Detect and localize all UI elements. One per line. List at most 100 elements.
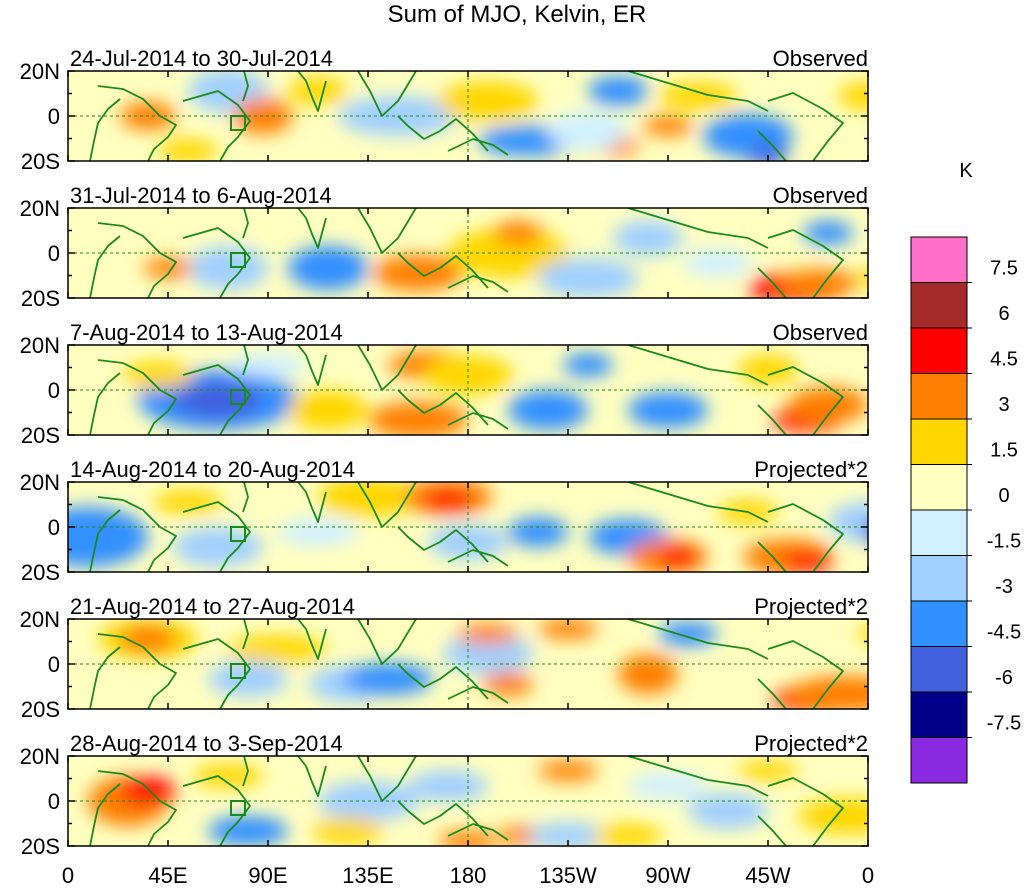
anomaly-contour	[528, 822, 608, 846]
anomaly-contour	[548, 111, 628, 151]
anomaly-contour	[788, 676, 868, 709]
coastline	[757, 815, 787, 846]
coastline	[447, 686, 509, 704]
lat-label: 0	[48, 652, 60, 677]
anomaly-contour	[278, 518, 358, 546]
colorbar-label: -6	[995, 667, 1013, 689]
coastline	[627, 482, 769, 523]
colorbar-swatch	[910, 282, 968, 329]
colorbar-label: 1.5	[990, 440, 1018, 462]
lat-label: 20S	[21, 697, 60, 722]
colorbar-label: -7.5	[987, 713, 1021, 735]
coastline	[297, 208, 327, 249]
anomaly-contour	[618, 654, 678, 694]
colorbar-swatch	[910, 236, 968, 283]
coastline	[97, 85, 177, 161]
anomaly-contour	[423, 490, 473, 510]
anomaly-contour	[173, 527, 263, 567]
lon-label: 45E	[148, 863, 187, 888]
coastline	[397, 252, 489, 289]
anomaly-contour	[438, 831, 498, 846]
lon-label: 90W	[645, 863, 690, 888]
panel-date-range: 14-Aug-2014 to 20-Aug-2014	[70, 457, 355, 482]
colorbar-swatch	[910, 691, 968, 738]
coastline	[242, 345, 249, 376]
anomaly-contour	[508, 390, 588, 430]
colorbar-label: 7.5	[990, 258, 1018, 280]
anomaly-contour	[493, 221, 543, 245]
coastline	[447, 823, 509, 841]
coastline	[97, 496, 177, 572]
anomaly-contour	[838, 82, 868, 110]
coastline	[627, 619, 769, 660]
anomaly-contour	[778, 269, 858, 297]
anomaly-field	[68, 482, 868, 572]
coastline	[297, 345, 327, 386]
anomaly-contour	[628, 392, 708, 428]
anomaly-contour	[458, 624, 518, 644]
lat-label: 0	[48, 789, 60, 814]
anomaly-contour	[538, 258, 638, 298]
coastline	[908, 81, 948, 96]
coastline	[397, 526, 489, 563]
anomaly-contour	[563, 353, 613, 377]
lat-label: 20S	[21, 286, 60, 311]
colorbar-swatch	[910, 509, 968, 556]
anomaly-contour	[658, 622, 718, 646]
anomaly-contour	[538, 761, 598, 781]
colorbar-swatch	[910, 418, 968, 465]
anomaly-contour	[878, 117, 938, 145]
anomaly-field	[68, 619, 868, 709]
anomaly-contour	[120, 625, 176, 653]
lat-label: 20N	[20, 333, 60, 358]
panel-status: Projected*2	[754, 731, 868, 756]
lat-label: 0	[48, 515, 60, 540]
lon-label: 135E	[342, 863, 393, 888]
panel-status: Observed	[773, 320, 868, 345]
colorbar-label: -3	[995, 576, 1013, 598]
anomaly-contour	[738, 761, 798, 781]
anomaly-contour	[508, 517, 568, 547]
coastline	[89, 646, 121, 709]
colorbar-swatch	[910, 600, 968, 647]
panel-date-range: 7-Aug-2014 to 13-Aug-2014	[70, 320, 343, 345]
colorbar-label: 6	[998, 303, 1009, 325]
anomaly-contour	[483, 672, 533, 696]
coastline	[182, 90, 251, 161]
coastline	[242, 756, 249, 787]
map-panel: 20N 0 20S 31-Jul-2014 to 6-Aug-2014 Observed	[20, 183, 869, 311]
coastline	[757, 267, 787, 298]
coastline	[242, 208, 249, 239]
coastline	[757, 404, 787, 435]
coastline	[397, 115, 489, 152]
coastline	[89, 98, 121, 161]
anomaly-contour	[208, 661, 288, 697]
lat-label: 20N	[20, 607, 60, 632]
anomaly-contour	[748, 146, 788, 161]
colorbar-label: -1.5	[987, 531, 1021, 553]
lat-label: 20N	[20, 59, 60, 84]
anomaly-field	[68, 71, 948, 161]
anomaly-contour	[288, 77, 348, 105]
coastline	[242, 71, 249, 102]
coastline	[447, 549, 509, 567]
coastline	[97, 770, 177, 846]
anomaly-field	[68, 345, 868, 435]
anomaly-contour	[343, 663, 433, 695]
coastline	[397, 389, 489, 426]
anomaly-contour	[438, 81, 538, 121]
map-panel: 20N 0 20S 24-Jul-2014 to 30-Jul-2014 Observe…	[20, 46, 948, 174]
anomaly-contour	[788, 387, 868, 423]
map-panel: 20N 0 20S 28-Aug-2014 to 3-Sep-2014 Projecte…	[20, 731, 869, 859]
panel-status: Projected*2	[754, 594, 868, 619]
lat-label: 0	[48, 378, 60, 403]
anomaly-contour	[658, 547, 698, 567]
coastline	[89, 372, 121, 435]
lat-label: 20S	[21, 149, 60, 174]
anomaly-contour	[858, 269, 868, 287]
anomaly-contour	[538, 619, 598, 639]
coastline	[297, 619, 327, 660]
anomaly-contour	[373, 255, 463, 291]
lon-label: 180	[450, 863, 487, 888]
anomaly-contour	[683, 249, 753, 277]
